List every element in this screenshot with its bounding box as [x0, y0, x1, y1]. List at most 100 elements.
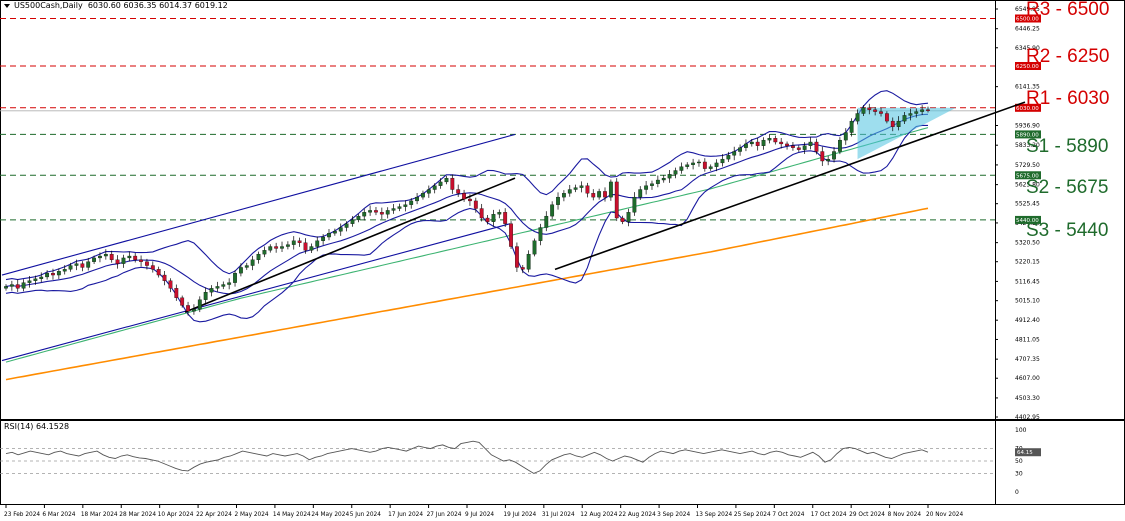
candle-body	[579, 185, 584, 188]
candle-body	[738, 147, 742, 152]
candle-body	[256, 253, 261, 260]
candle-body	[80, 263, 85, 268]
candle-body	[720, 158, 725, 164]
candle-body	[391, 208, 396, 211]
y-tick-label: 5936.90	[1015, 122, 1040, 129]
candle-body	[685, 164, 690, 167]
candle-body	[556, 196, 560, 205]
candle-body	[227, 282, 232, 285]
channel-lower-line	[1, 223, 511, 362]
candle-body	[691, 162, 695, 165]
rsi-pane-frame	[0, 420, 1125, 505]
candle-body	[68, 265, 73, 270]
candle-body	[638, 189, 643, 198]
y-tick-label: 5015.10	[1015, 298, 1040, 305]
level-label-r2: R2 - 6250	[1026, 46, 1110, 67]
ma-200-line	[5, 207, 929, 381]
price-label: 6500.00	[1016, 16, 1039, 22]
candle-body	[726, 155, 731, 160]
candle-body	[843, 132, 848, 141]
ma-100-line	[5, 127, 929, 363]
candle-body	[62, 269, 67, 272]
candle-body	[838, 139, 842, 152]
price-label-box	[1015, 215, 1041, 224]
y-tick-label: 5729.50	[1015, 162, 1040, 169]
y-tick-label: 6549.95	[1015, 6, 1040, 13]
candle-body	[591, 193, 596, 198]
candle-body	[33, 278, 38, 281]
candle-body	[462, 193, 466, 200]
candle-body	[15, 284, 20, 289]
x-tick-label: 18 Mar 2024	[81, 512, 118, 518]
candle-body	[732, 151, 737, 156]
candle-body	[415, 196, 419, 202]
candle-body	[538, 227, 543, 241]
bollinger-middle-line	[5, 113, 929, 295]
bollinger-lower-line	[5, 124, 928, 323]
level-label-s3: S3 - 5440	[1026, 220, 1109, 241]
candle-body	[520, 267, 525, 270]
y-tick-label: 6141.35	[1015, 84, 1040, 91]
candle-body	[796, 147, 801, 150]
y-tick-label: 5116.45	[1015, 278, 1040, 285]
candle-body	[244, 265, 249, 268]
candle-body	[450, 177, 455, 190]
candle-body	[444, 177, 449, 183]
candle-body	[761, 139, 766, 146]
candle-body	[239, 267, 243, 274]
candle-body	[303, 242, 308, 251]
x-tick-label: 27 Jun 2024	[427, 512, 462, 518]
candle-body	[315, 240, 320, 247]
candle-body	[356, 215, 361, 221]
candle-body	[632, 196, 637, 213]
candle-body	[667, 174, 672, 179]
candle-body	[515, 246, 519, 268]
candle-body	[896, 120, 901, 127]
candle-body	[362, 212, 367, 217]
candle-body	[479, 208, 484, 219]
candle-body	[432, 185, 437, 190]
chart-header: US500Cash,Daily 6030.60 6036.35 6014.37 …	[4, 1, 228, 10]
candle-body	[879, 111, 883, 114]
candle-body	[338, 227, 343, 232]
candle-body	[39, 276, 44, 279]
price-label-box	[1015, 130, 1041, 139]
collapse-triangle-icon[interactable]	[4, 3, 10, 8]
candle-body	[855, 113, 860, 122]
candle-body	[350, 219, 355, 224]
candle-body	[814, 141, 819, 152]
candle-body	[397, 206, 402, 209]
candle-body	[209, 288, 214, 293]
price-label: 5440.00	[1016, 218, 1039, 224]
candle-body	[908, 113, 913, 116]
price-label-box	[1015, 103, 1041, 112]
ohlc-values: 6030.60 6036.35 6014.37 6019.12	[87, 1, 228, 10]
candle-body	[426, 189, 431, 194]
candle-body	[21, 282, 26, 289]
candle-body	[133, 255, 138, 260]
y-tick-label: 4811.05	[1015, 336, 1040, 343]
x-tick-label: 5 Jun 2024	[350, 512, 381, 518]
x-tick-label: 20 Nov 2024	[926, 512, 963, 518]
candle-body	[197, 299, 202, 310]
x-tick-label: 10 Apr 2024	[158, 512, 194, 518]
candle-body	[86, 261, 91, 268]
candle-body	[608, 181, 613, 198]
x-tick-label: 9 Jul 2024	[465, 512, 494, 518]
candle-body	[614, 181, 619, 219]
candle-body	[567, 189, 572, 194]
candle-body	[98, 255, 102, 259]
candle-body	[156, 269, 161, 276]
candle-body	[121, 257, 126, 264]
candle-body	[485, 217, 490, 222]
x-tick-label: 17 Jun 2024	[388, 512, 423, 518]
candle-body	[51, 272, 55, 276]
x-tick-label: 2 May 2024	[235, 512, 269, 518]
candle-body	[221, 284, 226, 287]
candle-body	[526, 253, 531, 270]
x-tick-label: 28 Mar 2024	[119, 512, 156, 518]
candle-body	[661, 177, 666, 181]
candle-body	[186, 305, 190, 312]
candle-body	[285, 244, 290, 247]
